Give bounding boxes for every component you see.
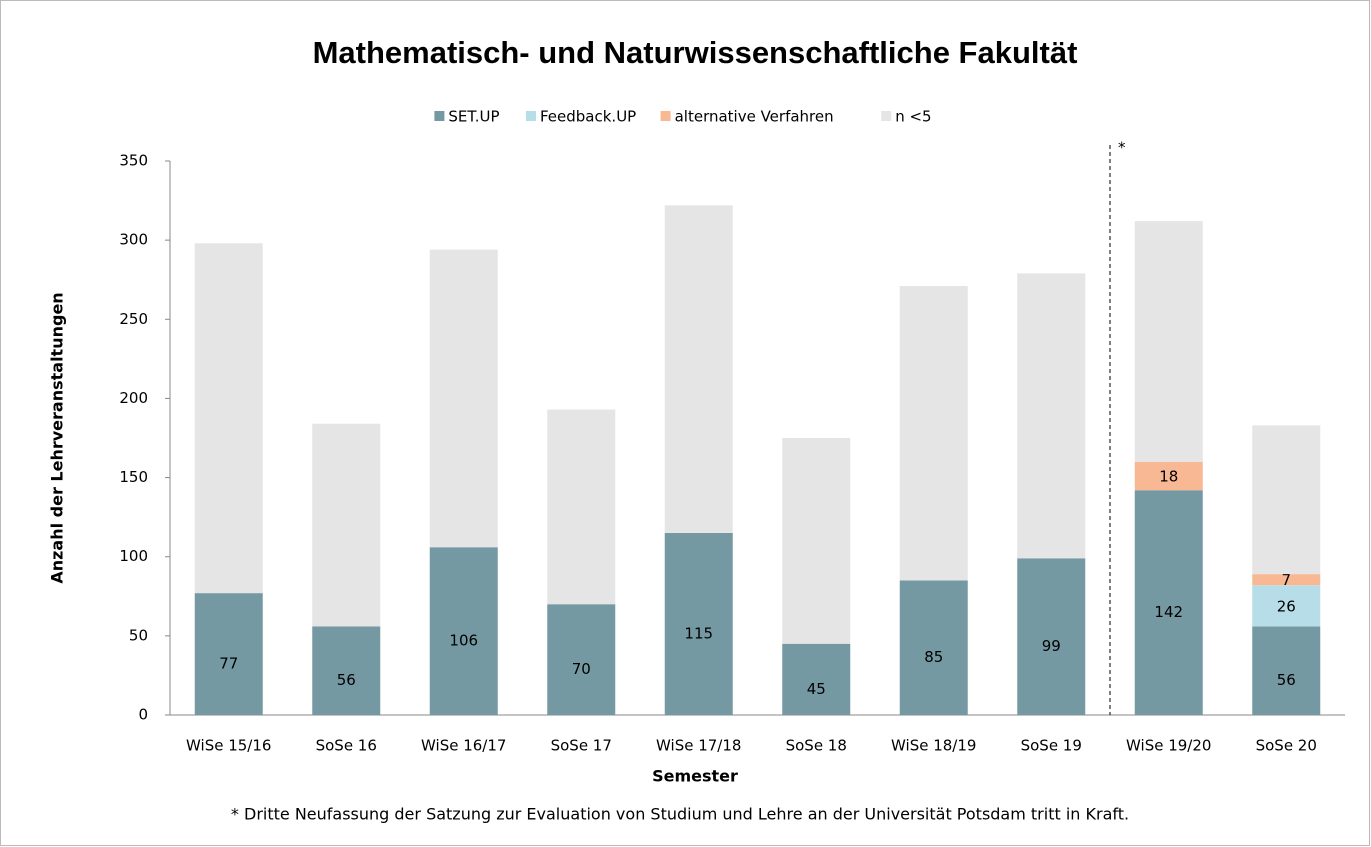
bar-segment	[429, 249, 498, 548]
bar-segment	[782, 438, 851, 644]
x-tick-label: WiSe 18/19	[891, 737, 976, 755]
data-label: 99	[1042, 637, 1061, 655]
legend-label: alternative Verfahren	[675, 108, 834, 126]
x-tick-label: SoSe 18	[786, 737, 847, 755]
data-label: 70	[572, 660, 591, 678]
bar-segment	[899, 286, 968, 581]
data-label: 106	[449, 632, 478, 650]
bar-segment	[1017, 273, 1086, 559]
data-label: 142	[1154, 603, 1183, 621]
y-tick-label: 50	[129, 626, 148, 644]
x-axis-label: Semester	[652, 767, 738, 786]
x-tick-label: WiSe 15/16	[186, 737, 271, 755]
bar-segment	[547, 409, 616, 605]
footnote: * Dritte Neufassung der Satzung zur Eval…	[231, 805, 1129, 824]
legend-swatch	[434, 111, 445, 121]
bar-segment	[782, 643, 851, 715]
data-label: 26	[1277, 597, 1296, 615]
bar-segment	[1252, 425, 1321, 575]
x-tick-label: SoSe 19	[1021, 737, 1082, 755]
y-tick-label: 150	[119, 468, 148, 486]
y-axis-label: Anzahl der Lehrveranstaltungen	[48, 292, 67, 583]
y-tick-label: 350	[119, 152, 148, 170]
bar-segment	[1252, 626, 1321, 715]
data-label: 45	[807, 680, 826, 698]
legend-swatch	[881, 111, 892, 121]
data-label: 56	[1277, 671, 1296, 689]
bar-segment	[664, 205, 733, 533]
bar-segment	[429, 547, 498, 715]
y-tick-label: 0	[138, 706, 148, 724]
bar-segment	[1134, 221, 1203, 462]
x-tick-label: WiSe 19/20	[1126, 737, 1211, 755]
data-label: 115	[684, 624, 713, 642]
legend-swatch	[660, 111, 671, 121]
x-tick-label: SoSe 20	[1256, 737, 1317, 755]
bar-segment	[1017, 558, 1086, 715]
data-label: 7	[1281, 571, 1291, 589]
legend-swatch	[526, 111, 536, 121]
bar-segment	[194, 243, 263, 594]
bar-segment	[899, 580, 968, 715]
legend-label: n <5	[895, 108, 931, 126]
bar-segment	[194, 593, 263, 715]
bar-segment	[312, 626, 381, 715]
bar-segment	[1134, 461, 1203, 491]
bar-segment	[664, 532, 733, 715]
bar-segment	[547, 604, 616, 715]
x-tick-label: WiSe 17/18	[656, 737, 741, 755]
data-label: 18	[1159, 467, 1178, 485]
bar-segment	[1134, 490, 1203, 715]
y-tick-label: 200	[119, 389, 148, 407]
bar-segment	[1252, 585, 1321, 627]
y-tick-label: 300	[119, 231, 148, 249]
y-tick-label: 100	[119, 547, 148, 565]
data-label: 85	[924, 648, 943, 666]
x-tick-label: WiSe 16/17	[421, 737, 506, 755]
y-tick-label: 250	[119, 310, 148, 328]
bar-segment	[1252, 574, 1321, 586]
x-tick-label: SoSe 17	[551, 737, 612, 755]
data-label: 56	[337, 671, 356, 689]
annotation: *	[1118, 139, 1126, 157]
legend-label: Feedback.UP	[540, 108, 636, 126]
bar-segment	[312, 423, 381, 627]
data-label: 77	[219, 655, 238, 673]
chart-title: Mathematisch- und Naturwissenschaftliche…	[313, 35, 1078, 70]
legend-label: SET.UP	[448, 108, 499, 126]
x-tick-label: SoSe 16	[316, 737, 377, 755]
